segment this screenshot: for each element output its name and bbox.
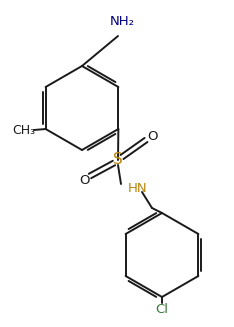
Text: NH₂: NH₂ xyxy=(110,15,135,28)
Text: O: O xyxy=(147,129,157,143)
Text: HN: HN xyxy=(128,181,148,195)
Text: O: O xyxy=(79,174,89,186)
Text: CH₃: CH₃ xyxy=(12,125,35,137)
Text: Cl: Cl xyxy=(156,303,168,316)
Text: S: S xyxy=(113,152,123,167)
